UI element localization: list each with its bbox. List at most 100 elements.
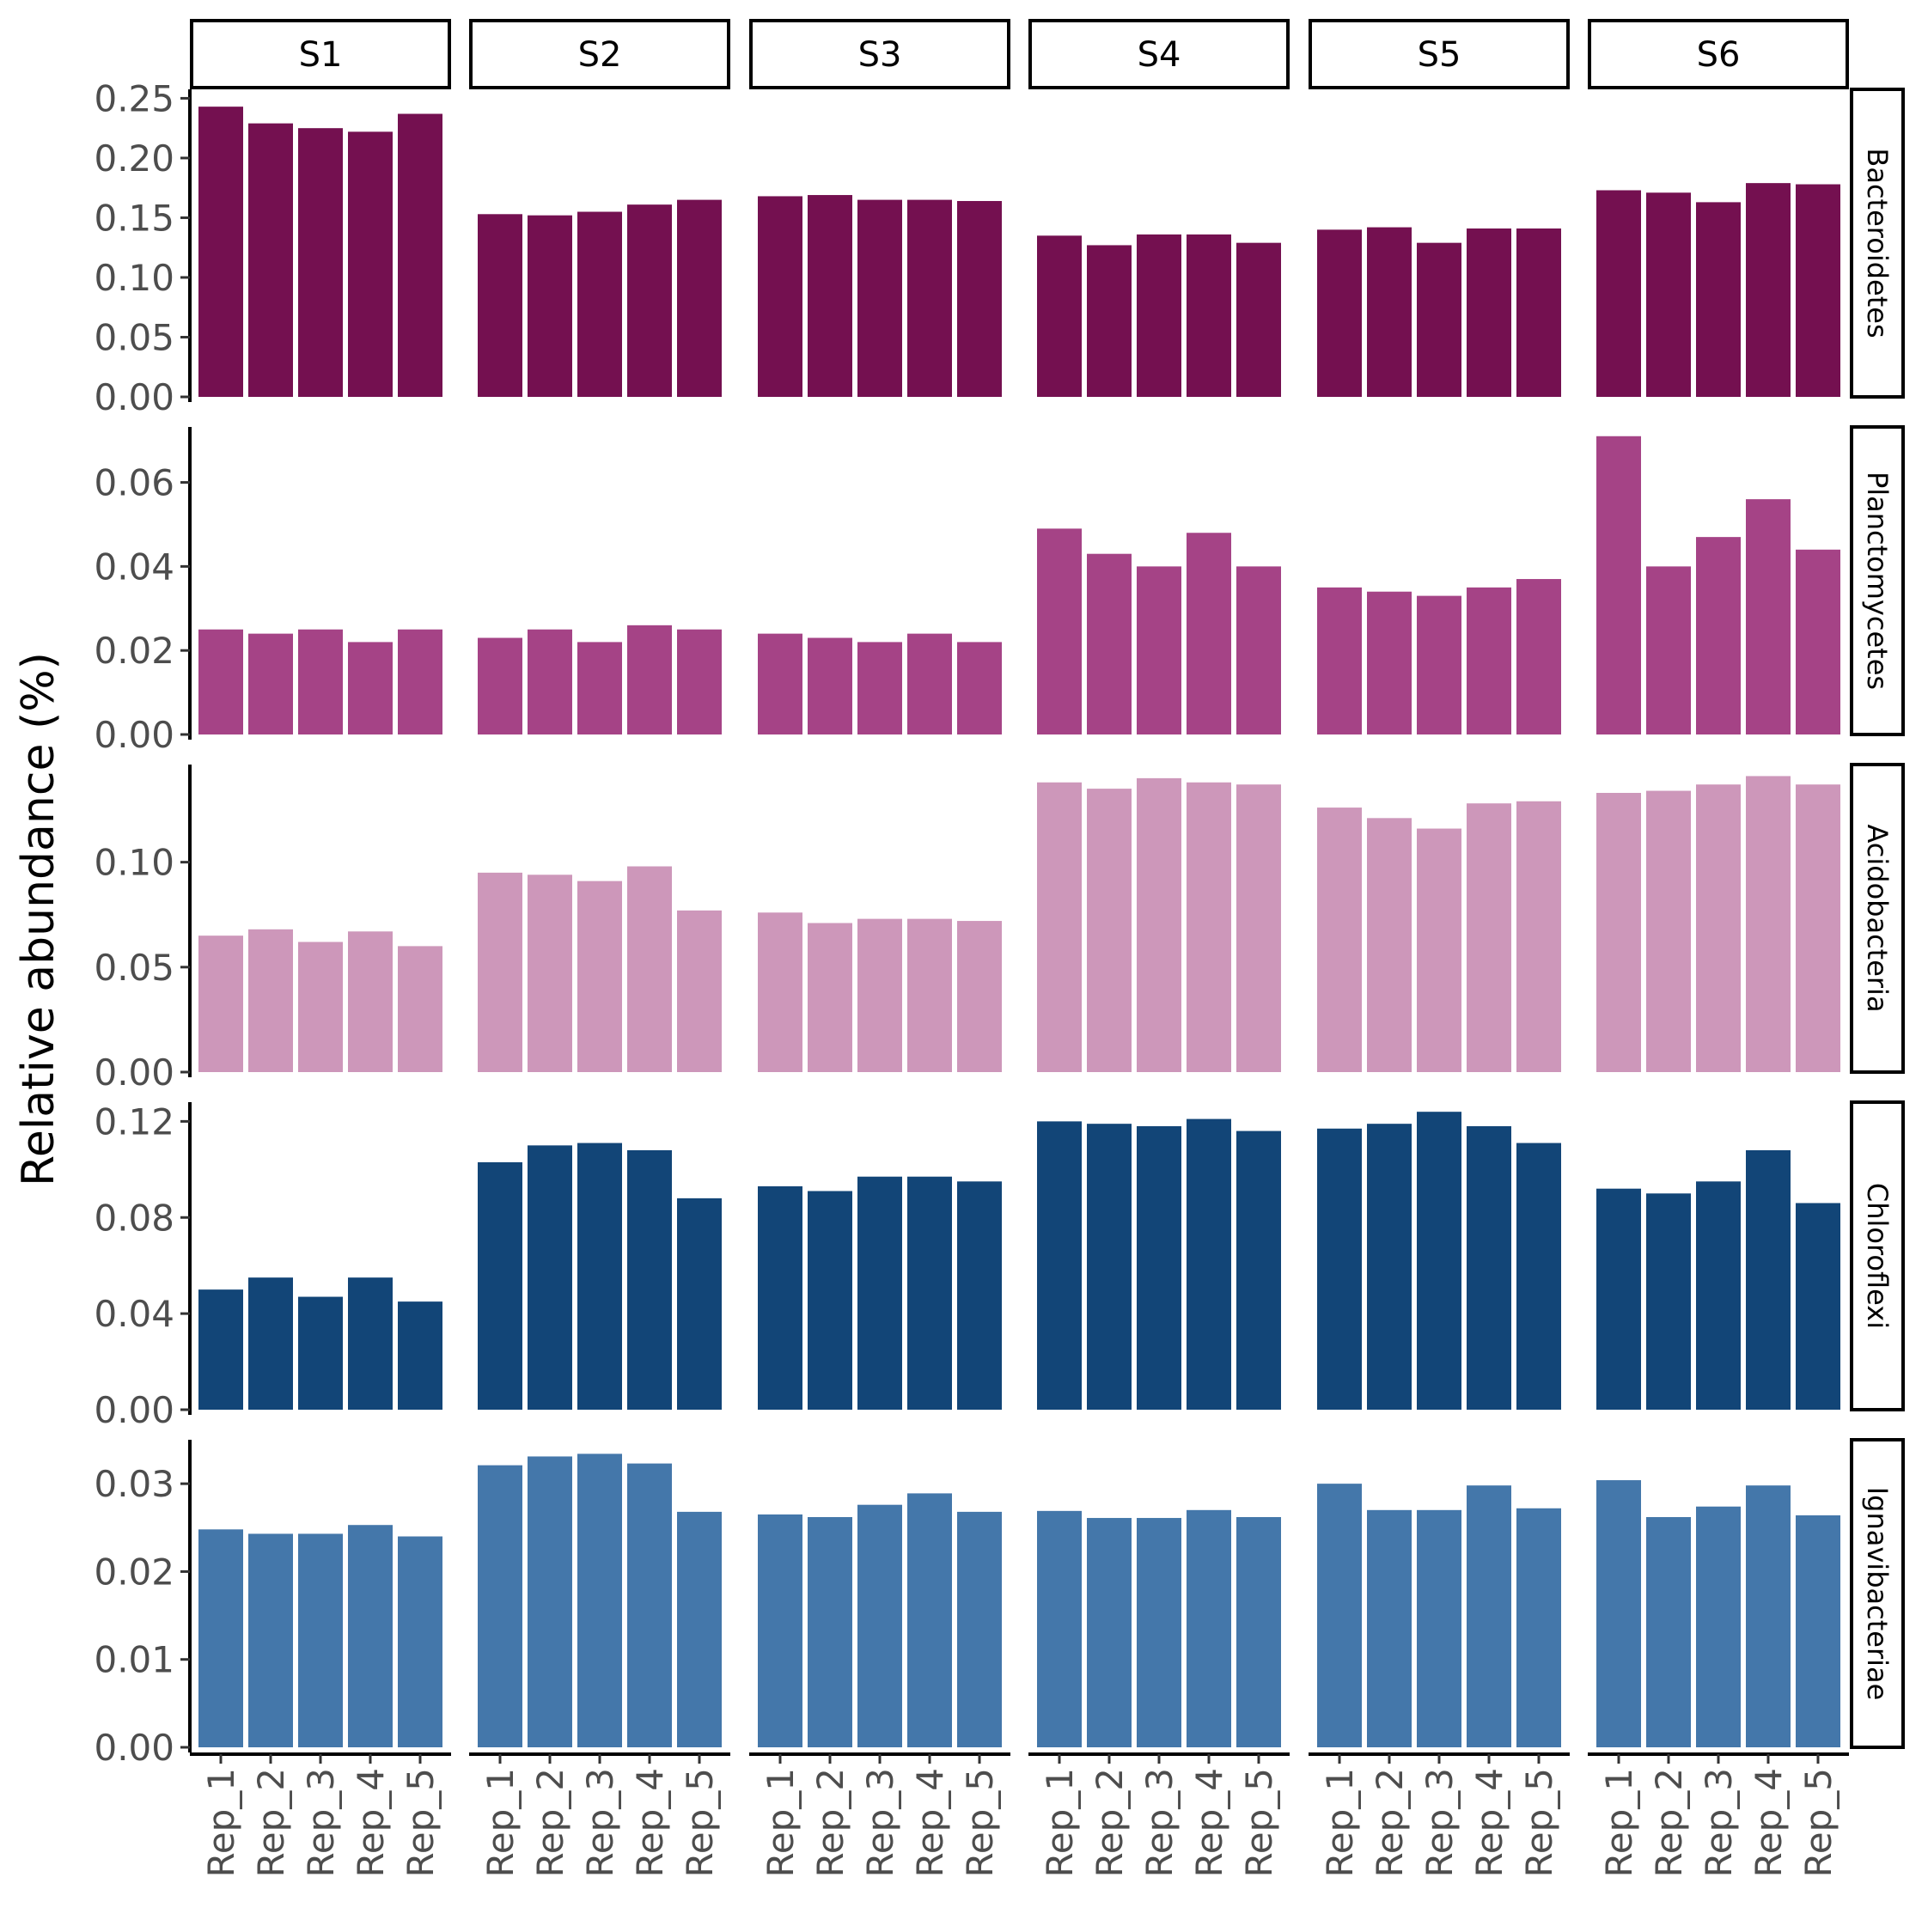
bar-Acidobacteria-S4-Rep_4 bbox=[1187, 782, 1231, 1072]
bar-Chloroflexi-S3-Rep_4 bbox=[907, 1176, 952, 1410]
bar-Ignavibacteriae-S1-Rep_1 bbox=[198, 1529, 243, 1747]
x-tick-label: Rep_1 bbox=[1598, 1768, 1640, 1878]
bar-Ignavibacteriae-S4-Rep_3 bbox=[1137, 1518, 1181, 1747]
bar-Ignavibacteriae-S4-Rep_5 bbox=[1236, 1517, 1281, 1747]
x-tick-label: Rep_3 bbox=[1698, 1768, 1740, 1878]
facet-strip-S1 bbox=[190, 19, 451, 89]
bar-Ignavibacteriae-S6-Rep_3 bbox=[1696, 1506, 1741, 1747]
bar-Chloroflexi-S1-Rep_2 bbox=[248, 1277, 293, 1410]
bar-Bacteroidetes-S4-Rep_3 bbox=[1137, 234, 1181, 397]
x-tick-label: Rep_1 bbox=[479, 1768, 522, 1878]
bar-Chloroflexi-S5-Rep_3 bbox=[1417, 1112, 1461, 1410]
bar-Ignavibacteriae-S3-Rep_3 bbox=[857, 1504, 902, 1747]
x-tick-label: Rep_5 bbox=[1797, 1768, 1840, 1878]
x-tick-label: Rep_3 bbox=[300, 1768, 342, 1878]
bar-Acidobacteria-S2-Rep_3 bbox=[577, 881, 622, 1072]
bar-Planctomycetes-S2-Rep_2 bbox=[528, 629, 572, 734]
bar-Bacteroidetes-S4-Rep_4 bbox=[1187, 234, 1231, 397]
facet-strip-Bacteroidetes bbox=[1850, 88, 1905, 399]
x-tick-label: Rep_1 bbox=[1039, 1768, 1081, 1878]
bar-Acidobacteria-S2-Rep_2 bbox=[528, 875, 572, 1072]
y-tick-label: 0.00 bbox=[94, 376, 174, 418]
bar-Bacteroidetes-S4-Rep_1 bbox=[1037, 235, 1082, 397]
bar-Chloroflexi-S6-Rep_2 bbox=[1646, 1193, 1691, 1410]
bar-Bacteroidetes-S3-Rep_4 bbox=[907, 199, 952, 397]
bar-Ignavibacteriae-S5-Rep_3 bbox=[1417, 1509, 1461, 1747]
bar-Acidobacteria-S3-Rep_1 bbox=[758, 912, 802, 1072]
bar-Chloroflexi-S2-Rep_1 bbox=[478, 1161, 522, 1410]
y-tick-label: 0.10 bbox=[94, 842, 174, 884]
x-tick-label: Rep_5 bbox=[679, 1768, 721, 1878]
x-tick-label: Rep_2 bbox=[809, 1768, 851, 1878]
y-tick-label: 0.05 bbox=[94, 947, 174, 989]
x-tick-label: Rep_4 bbox=[1468, 1768, 1510, 1878]
bar-Chloroflexi-S6-Rep_3 bbox=[1696, 1181, 1741, 1410]
bar-Acidobacteria-S3-Rep_4 bbox=[907, 918, 952, 1072]
bar-Planctomycetes-S5-Rep_1 bbox=[1317, 587, 1362, 734]
bar-Planctomycetes-S2-Rep_5 bbox=[677, 629, 722, 734]
facet-strip-label: S1 bbox=[299, 35, 343, 75]
facet-strip-label: Ignavibacteriae bbox=[1861, 1487, 1894, 1701]
bar-Bacteroidetes-S1-Rep_2 bbox=[248, 123, 293, 398]
bar-Ignavibacteriae-S1-Rep_5 bbox=[398, 1536, 442, 1747]
bar-Planctomycetes-S5-Rep_4 bbox=[1467, 587, 1511, 734]
bar-Planctomycetes-S2-Rep_1 bbox=[478, 637, 522, 734]
bar-Bacteroidetes-S6-Rep_1 bbox=[1596, 190, 1641, 397]
bar-Planctomycetes-S1-Rep_1 bbox=[198, 629, 243, 734]
bar-Bacteroidetes-S5-Rep_3 bbox=[1417, 242, 1461, 397]
bar-Planctomycetes-S3-Rep_2 bbox=[808, 637, 852, 734]
x-tick-label: Rep_2 bbox=[1089, 1768, 1131, 1878]
facet-strip-label: S5 bbox=[1418, 35, 1461, 75]
bar-Planctomycetes-S3-Rep_4 bbox=[907, 633, 952, 734]
x-tick-label: Rep_3 bbox=[1419, 1768, 1461, 1878]
bar-Chloroflexi-S1-Rep_3 bbox=[298, 1296, 343, 1410]
bar-Planctomycetes-S4-Rep_3 bbox=[1137, 566, 1181, 734]
bar-Ignavibacteriae-S3-Rep_4 bbox=[907, 1493, 952, 1747]
bar-Acidobacteria-S2-Rep_1 bbox=[478, 872, 522, 1072]
y-tick-label: 0.08 bbox=[94, 1197, 174, 1239]
bar-Ignavibacteriae-S1-Rep_2 bbox=[248, 1533, 293, 1747]
x-tick-label: Rep_1 bbox=[200, 1768, 242, 1878]
facet-strip-label: S3 bbox=[858, 35, 902, 75]
y-tick-label: 0.12 bbox=[94, 1100, 174, 1143]
bar-Bacteroidetes-S6-Rep_5 bbox=[1796, 184, 1840, 397]
y-axis-title: Relative abundance (%) bbox=[13, 652, 64, 1186]
bar-Bacteroidetes-S5-Rep_2 bbox=[1367, 227, 1412, 397]
bar-Ignavibacteriae-S2-Rep_3 bbox=[577, 1454, 622, 1747]
y-tick-label: 0.06 bbox=[94, 462, 174, 504]
bar-Chloroflexi-S3-Rep_5 bbox=[957, 1181, 1002, 1410]
bar-Bacteroidetes-S3-Rep_1 bbox=[758, 196, 802, 397]
bar-Acidobacteria-S3-Rep_3 bbox=[857, 918, 902, 1072]
bar-Chloroflexi-S2-Rep_3 bbox=[577, 1143, 622, 1410]
bar-Ignavibacteriae-S5-Rep_2 bbox=[1367, 1509, 1412, 1747]
bar-Bacteroidetes-S2-Rep_3 bbox=[577, 211, 622, 397]
x-tick-label: Rep_1 bbox=[760, 1768, 802, 1878]
x-tick-label: Rep_4 bbox=[350, 1768, 392, 1878]
facet-strip-label: Chloroflexi bbox=[1861, 1183, 1894, 1329]
facet-strip-label: S2 bbox=[578, 35, 622, 75]
facet-strip-Planctomycetes bbox=[1850, 425, 1905, 736]
y-tick-label: 0.25 bbox=[94, 77, 174, 119]
bar-Chloroflexi-S3-Rep_2 bbox=[808, 1191, 852, 1410]
bar-Chloroflexi-S6-Rep_1 bbox=[1596, 1188, 1641, 1410]
y-tick-label: 0.00 bbox=[94, 1727, 174, 1769]
y-tick-label: 0.15 bbox=[94, 197, 174, 239]
y-tick-label: 0.02 bbox=[94, 630, 174, 672]
bar-Ignavibacteriae-S4-Rep_2 bbox=[1087, 1518, 1132, 1747]
bar-Acidobacteria-S4-Rep_2 bbox=[1087, 789, 1132, 1072]
bar-Chloroflexi-S5-Rep_4 bbox=[1467, 1125, 1511, 1410]
facet-strip-label: Acidobacteria bbox=[1861, 824, 1894, 1012]
bar-Acidobacteria-S1-Rep_2 bbox=[248, 929, 293, 1072]
facet-strip-S2 bbox=[469, 19, 730, 89]
bar-Bacteroidetes-S1-Rep_1 bbox=[198, 107, 243, 397]
bar-Chloroflexi-S4-Rep_2 bbox=[1087, 1124, 1132, 1410]
bar-Bacteroidetes-S3-Rep_2 bbox=[808, 195, 852, 397]
bar-Chloroflexi-S1-Rep_4 bbox=[348, 1277, 393, 1410]
facet-strip-label: Planctomycetes bbox=[1861, 472, 1894, 690]
x-tick-label: Rep_2 bbox=[250, 1768, 292, 1878]
x-tick-label: Rep_5 bbox=[400, 1768, 442, 1878]
facet-strip-Chloroflexi bbox=[1850, 1100, 1905, 1411]
bar-Chloroflexi-S5-Rep_5 bbox=[1516, 1143, 1561, 1410]
bar-Bacteroidetes-S2-Rep_5 bbox=[677, 199, 722, 397]
